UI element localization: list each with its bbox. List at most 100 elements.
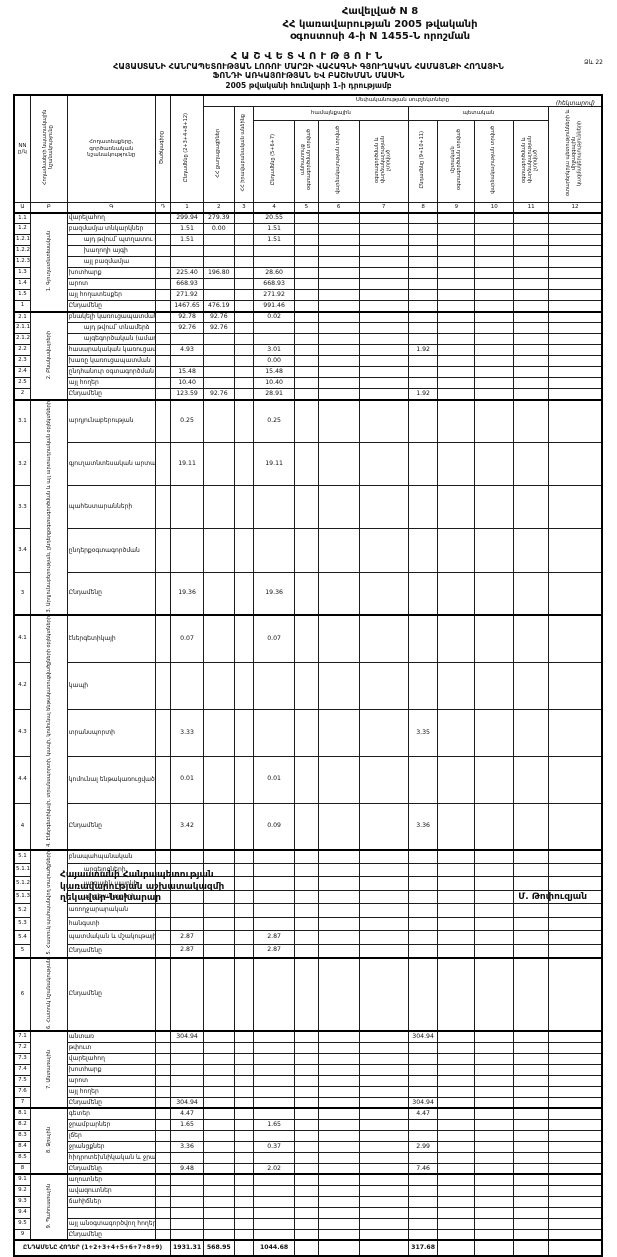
value-cell: 304.94 — [407, 1096, 439, 1109]
value-cell: 92.78 — [170, 310, 204, 324]
value-cell — [407, 398, 439, 444]
value-cell — [437, 1052, 476, 1065]
value-cell — [202, 1173, 235, 1186]
value-cell — [317, 1063, 360, 1076]
row-number: 1 — [13, 300, 31, 313]
value-cell — [233, 300, 255, 313]
value-cell — [294, 614, 319, 663]
value-cell — [233, 1118, 255, 1131]
row-number: 8.4 — [13, 1140, 31, 1153]
value-cell — [202, 1129, 235, 1142]
value-cell — [233, 862, 255, 878]
value-cell — [253, 333, 296, 346]
value-cell — [233, 1206, 255, 1219]
value-cell — [548, 571, 603, 616]
land-type-name: տրանսպորտի — [66, 708, 156, 757]
value-cell — [437, 889, 476, 905]
value-cell: 92.76 — [202, 310, 235, 324]
value-cell — [474, 1096, 515, 1109]
value-cell — [294, 1052, 319, 1065]
col-header-citizens: ՀՀ քաղաքացիներ — [202, 106, 235, 204]
row-number: 4 — [13, 802, 31, 851]
value-cell — [233, 366, 255, 379]
value-cell — [513, 661, 550, 710]
value-cell — [474, 366, 515, 379]
value-cell — [294, 889, 319, 905]
col-header-purpose: Հողամասերի նպատակային նշանակությունը — [29, 94, 68, 204]
value-cell — [513, 355, 550, 368]
value-cell — [437, 614, 476, 663]
value-cell — [253, 1063, 296, 1076]
value-cell — [202, 1074, 235, 1087]
value-cell — [233, 355, 255, 368]
value-cell — [317, 1129, 360, 1142]
value-cell — [474, 755, 515, 804]
land-type-name: կապի — [66, 661, 156, 710]
value-cell — [170, 1041, 204, 1054]
row-number: 8.2 — [13, 1118, 31, 1131]
value-cell — [437, 234, 476, 247]
value-cell: 1467.65 — [170, 300, 204, 313]
value-cell — [407, 889, 439, 905]
value-cell — [437, 310, 476, 324]
value-cell — [317, 1096, 360, 1109]
value-cell — [513, 1195, 550, 1208]
row-number: 2.5 — [13, 377, 31, 390]
value-cell — [233, 1041, 255, 1054]
land-type-name: Ընդամենը — [66, 943, 156, 958]
value-cell — [233, 377, 255, 390]
row-number: 5 — [13, 943, 31, 958]
value-cell — [513, 310, 550, 324]
value-cell — [202, 377, 235, 390]
value-cell — [513, 485, 550, 530]
row-number: 5.1.1 — [13, 862, 31, 878]
value-cell — [253, 1173, 296, 1186]
value-cell — [202, 398, 235, 444]
value-cell — [513, 366, 550, 379]
value-cell — [513, 1140, 550, 1153]
code-cell — [154, 614, 172, 663]
value-cell: 0.25 — [253, 398, 296, 444]
code-cell — [154, 366, 172, 379]
value-cell — [170, 1129, 204, 1142]
section-label: 7. Անտառային — [29, 1030, 68, 1109]
value-cell — [437, 661, 476, 710]
report-title: ՀԱՇՎԵՏՎՈՒԹՅՈՒՆ — [230, 50, 387, 62]
value-cell — [474, 442, 515, 487]
value-cell — [294, 366, 319, 379]
value-cell — [548, 802, 603, 851]
value-cell — [407, 916, 439, 932]
table-row: 9.1 9. Պահուստային աղուտներ — [13, 1173, 603, 1241]
land-type-name — [66, 1206, 156, 1219]
value-cell — [253, 485, 296, 530]
value-cell — [202, 661, 235, 710]
value-cell — [317, 1173, 360, 1186]
value-cell — [474, 916, 515, 932]
value-cell — [294, 1173, 319, 1186]
report-subtitle-1: ՀԱՅԱՍՏԱՆԻ ՀԱՆՐԱՊԵՏՈՒԹՅԱՆ ԼՈՌՈՒ ՄԱՐԶԻ ՎԱՀ… — [113, 61, 504, 71]
value-cell — [294, 1129, 319, 1142]
land-type-name: ջրանցքներ — [66, 1140, 156, 1153]
value-cell: 19.36 — [253, 571, 296, 616]
value-cell — [474, 930, 515, 945]
value-cell — [548, 1228, 603, 1241]
value-cell — [202, 1217, 235, 1230]
value-cell — [202, 1052, 235, 1065]
row-number: 7.3 — [13, 1052, 31, 1065]
value-cell — [317, 256, 360, 269]
value-cell — [548, 943, 603, 958]
table-row: 8.2 ջրամբարներ 1.65 1.65 — [13, 1118, 603, 1131]
value-cell — [358, 528, 409, 573]
value-cell — [437, 344, 476, 357]
value-cell — [202, 956, 235, 1032]
value-cell — [358, 256, 409, 269]
land-type-name: վարելահող — [66, 1052, 156, 1065]
value-cell — [548, 1063, 603, 1076]
value-cell — [513, 1041, 550, 1054]
section-label: 1. Գյուղատնտեսական — [29, 211, 68, 313]
value-cell — [474, 322, 515, 335]
value-cell — [294, 289, 319, 302]
value-cell — [407, 300, 439, 313]
code-cell — [154, 1107, 172, 1120]
land-type-name: հանգստի — [66, 916, 156, 932]
